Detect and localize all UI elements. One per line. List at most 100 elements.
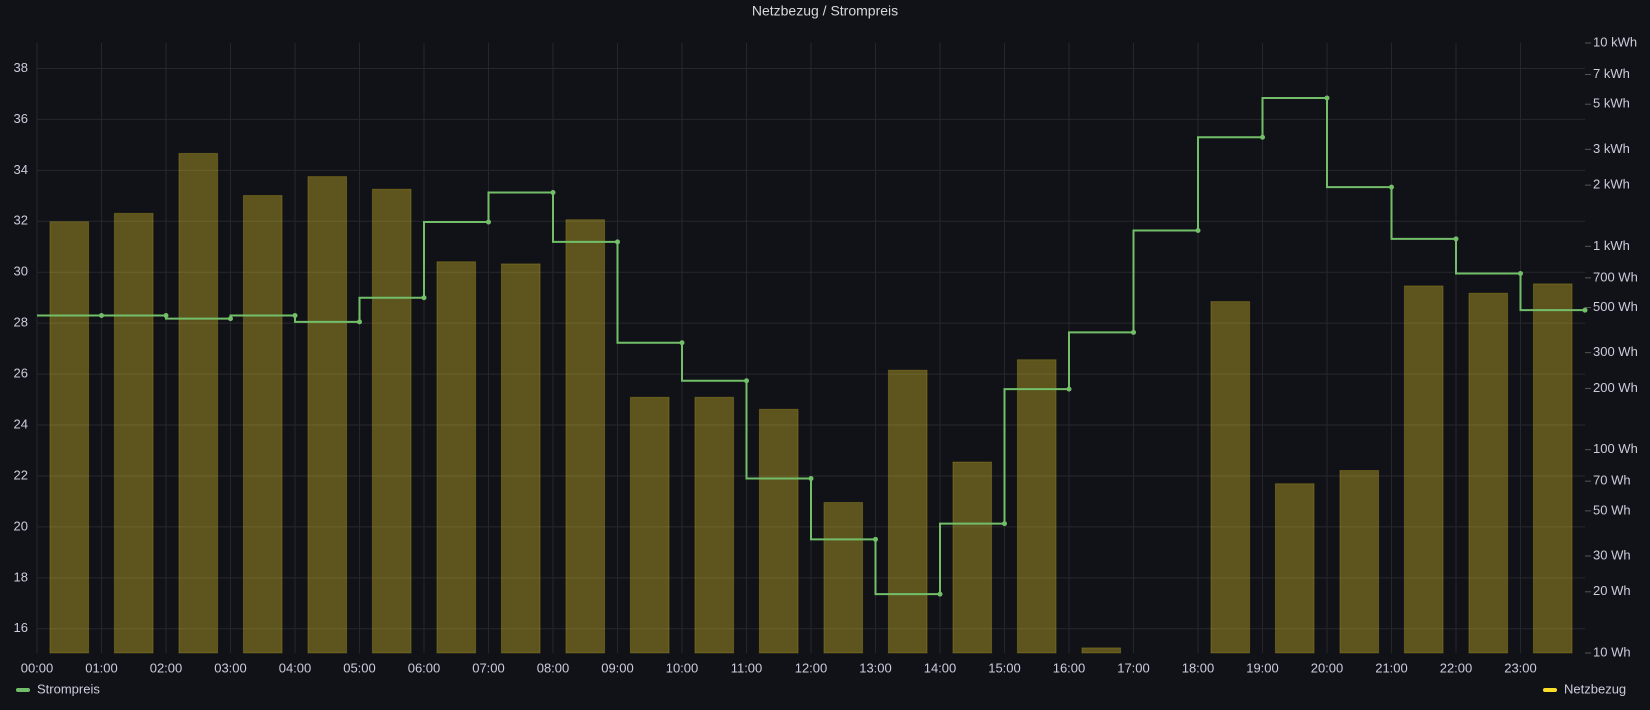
- y2-tick-label: 20 Wh: [1593, 583, 1631, 598]
- x-tick-label: 13:00: [859, 660, 892, 675]
- bar: [1532, 283, 1573, 654]
- legend-swatch: [1543, 688, 1557, 692]
- price-point: [486, 219, 491, 225]
- x-tick-label: 14:00: [924, 660, 957, 675]
- y-tick-label: 26: [14, 366, 28, 381]
- price-point: [1582, 307, 1588, 313]
- price-point: [357, 319, 362, 325]
- y-tick-label: 20: [14, 518, 28, 533]
- y-tick-label: 28: [14, 315, 28, 330]
- price-point: [292, 313, 298, 319]
- x-tick-label: 22:00: [1440, 660, 1473, 675]
- price-point: [1195, 227, 1201, 233]
- x-tick-label: 23:00: [1504, 660, 1537, 675]
- y-tick-label: 36: [14, 111, 28, 126]
- y2-tick-label: 10 Wh: [1593, 644, 1631, 659]
- y2-tick-label: 5 kWh: [1593, 96, 1630, 111]
- bar: [1274, 483, 1315, 654]
- price-point: [99, 313, 104, 319]
- bar: [1016, 359, 1057, 654]
- x-tick-label: 21:00: [1375, 660, 1408, 675]
- bar: [1339, 469, 1380, 654]
- y2-tick-label: 200 Wh: [1593, 380, 1638, 395]
- x-tick-label: 01:00: [85, 660, 118, 675]
- y-tick-label: 38: [14, 60, 28, 75]
- panel-title: Netzbezug / Strompreis: [752, 3, 898, 19]
- y-tick-label: 30: [14, 264, 28, 279]
- x-tick-label: 05:00: [343, 660, 376, 675]
- x-tick-label: 07:00: [472, 660, 505, 675]
- bar: [1081, 647, 1122, 654]
- y-tick-label: 34: [14, 162, 28, 177]
- x-tick-label: 02:00: [150, 660, 183, 675]
- x-tick-label: 18:00: [1182, 660, 1215, 675]
- x-tick-label: 04:00: [279, 660, 312, 675]
- bar: [887, 369, 928, 654]
- y2-tick-label: 50 Wh: [1593, 502, 1631, 517]
- bar: [629, 396, 670, 654]
- y2-tick-label: 2 kWh: [1593, 177, 1630, 192]
- y-tick-label: 16: [14, 620, 28, 635]
- price-point: [1453, 236, 1459, 242]
- price-point: [228, 316, 233, 322]
- price-point: [421, 295, 427, 301]
- y2-tick-label: 300 Wh: [1593, 344, 1638, 359]
- price-point: [937, 591, 943, 597]
- bar: [307, 176, 348, 654]
- y2-tick-label: 10 kWh: [1593, 34, 1637, 49]
- price-point: [808, 476, 814, 482]
- y-tick-label: 18: [14, 569, 28, 584]
- x-tick-label: 16:00: [1053, 660, 1086, 675]
- bar: [500, 263, 541, 654]
- x-tick-label: 10:00: [666, 660, 699, 675]
- legend-label: Netzbezug: [1564, 681, 1626, 696]
- price-point: [1260, 134, 1265, 140]
- x-tick-label: 11:00: [731, 660, 763, 675]
- y2-tick-label: 30 Wh: [1593, 547, 1631, 562]
- bar: [1210, 301, 1251, 654]
- x-tick-label: 08:00: [537, 660, 570, 675]
- x-tick-label: 09:00: [601, 660, 634, 675]
- y2-tick-label: 500 Wh: [1593, 299, 1638, 314]
- price-point: [163, 313, 169, 319]
- bar: [49, 221, 90, 654]
- x-tick-label: 03:00: [214, 660, 247, 675]
- bar: [952, 461, 993, 654]
- bar: [113, 212, 154, 654]
- price-point: [1324, 95, 1330, 101]
- y-tick-label: 22: [14, 467, 28, 482]
- bar: [565, 219, 606, 654]
- bar: [242, 195, 283, 654]
- x-tick-label: 19:00: [1246, 660, 1279, 675]
- price-point: [744, 378, 749, 384]
- x-tick-label: 06:00: [408, 660, 441, 675]
- price-point: [873, 536, 878, 542]
- x-tick-label: 17:00: [1117, 660, 1150, 675]
- price-point: [1131, 329, 1136, 335]
- legend-label: Strompreis: [37, 681, 100, 696]
- price-point: [1389, 184, 1394, 190]
- bar: [823, 501, 864, 654]
- price-point: [550, 190, 556, 196]
- bar: [758, 408, 799, 654]
- y-tick-label: 24: [14, 416, 28, 431]
- y2-tick-label: 7 kWh: [1593, 66, 1630, 81]
- x-tick-label: 20:00: [1311, 660, 1344, 675]
- price-point: [615, 239, 620, 245]
- x-tick-label: 12:00: [795, 660, 828, 675]
- bar: [371, 188, 412, 654]
- y2-tick-label: 700 Wh: [1593, 269, 1638, 284]
- y2-tick-label: 100 Wh: [1593, 441, 1638, 456]
- price-point: [1066, 386, 1072, 392]
- y2-tick-label: 3 kWh: [1593, 141, 1630, 156]
- price-point: [1518, 271, 1523, 277]
- y2-tick-label: 1 kWh: [1593, 238, 1630, 253]
- y-tick-label: 32: [14, 213, 28, 228]
- price-point: [1002, 521, 1007, 527]
- bar: [1468, 292, 1509, 654]
- bar: [1403, 285, 1444, 654]
- bar: [436, 261, 477, 654]
- legend-swatch: [16, 688, 30, 692]
